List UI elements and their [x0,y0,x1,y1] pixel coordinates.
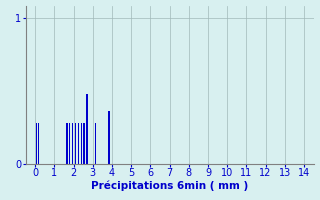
Bar [81,123,82,164]
Bar [78,123,79,164]
Bar [95,123,96,164]
Bar [75,123,76,164]
Bar [108,111,110,164]
Bar [66,123,68,164]
X-axis label: Précipitations 6min ( mm ): Précipitations 6min ( mm ) [91,181,248,191]
Bar [36,123,37,164]
Bar [84,123,85,164]
Bar [38,123,39,164]
Bar [86,94,88,164]
Bar [72,123,73,164]
Bar [69,123,70,164]
